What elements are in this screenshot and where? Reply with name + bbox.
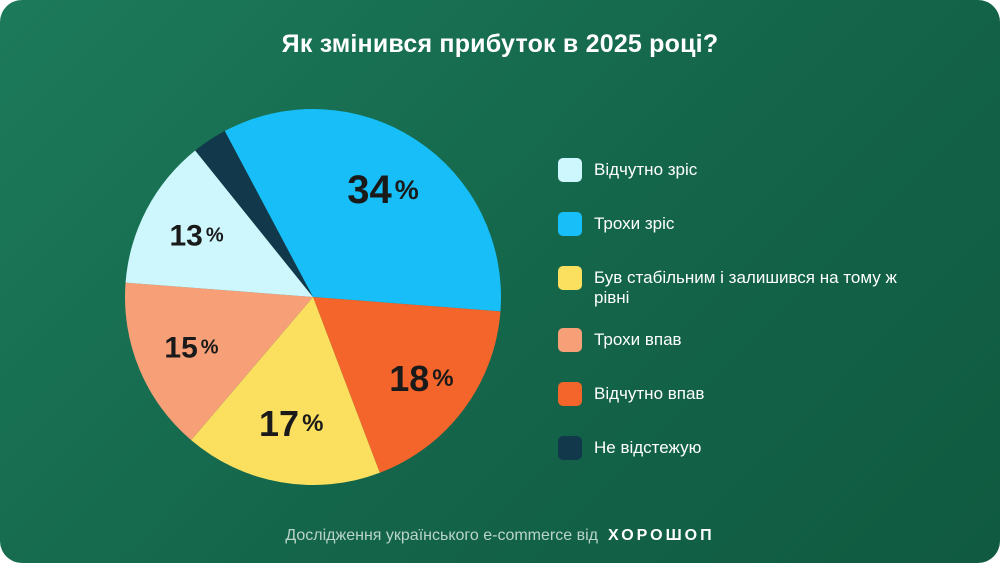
legend-label: Відчутно зріс [594,160,698,179]
pie-slice [125,150,314,297]
pie-slice [224,108,501,312]
footer-text: Дослідження українського e-commerce від [285,527,598,544]
pie-slice [313,297,501,473]
legend-item: Був стабільним і залишився на тому ж рів… [558,266,924,308]
slice-value-label: 17% [259,402,323,443]
legend-label: Був стабільним і залишився на тому ж рів… [594,268,897,307]
slice-value-label: 15% [164,331,218,364]
legend-item: Відчутно впав [558,382,924,406]
legend-swatch [558,266,582,290]
legend-label: Трохи зріс [594,214,675,233]
legend-item: Трохи впав [558,328,924,352]
legend-swatch [558,382,582,406]
pie-slice [191,297,380,485]
slice-value-label: 34% [347,168,419,212]
legend-label: Відчутно впав [594,384,705,403]
pie-slice [125,282,314,441]
legend-item: Не відстежую [558,436,924,460]
legend-item: Трохи зріс [558,212,924,236]
legend-swatch [558,328,582,352]
legend-swatch [558,436,582,460]
legend-label: Трохи впав [594,330,682,349]
legend-swatch [558,158,582,182]
legend-label: Не відстежую [594,438,702,457]
footer: Дослідження українського e-commerce від Х… [0,527,1000,545]
slice-value-label: 13% [170,219,224,252]
legend-swatch [558,212,582,236]
chart-title: Як змінився прибуток в 2025 році? [281,30,719,58]
legend-item: Відчутно зріс [558,158,924,182]
pie-slice [195,131,313,297]
brand-logo: ХОРОШОП [607,527,715,544]
slice-value-label: 18% [389,358,453,399]
